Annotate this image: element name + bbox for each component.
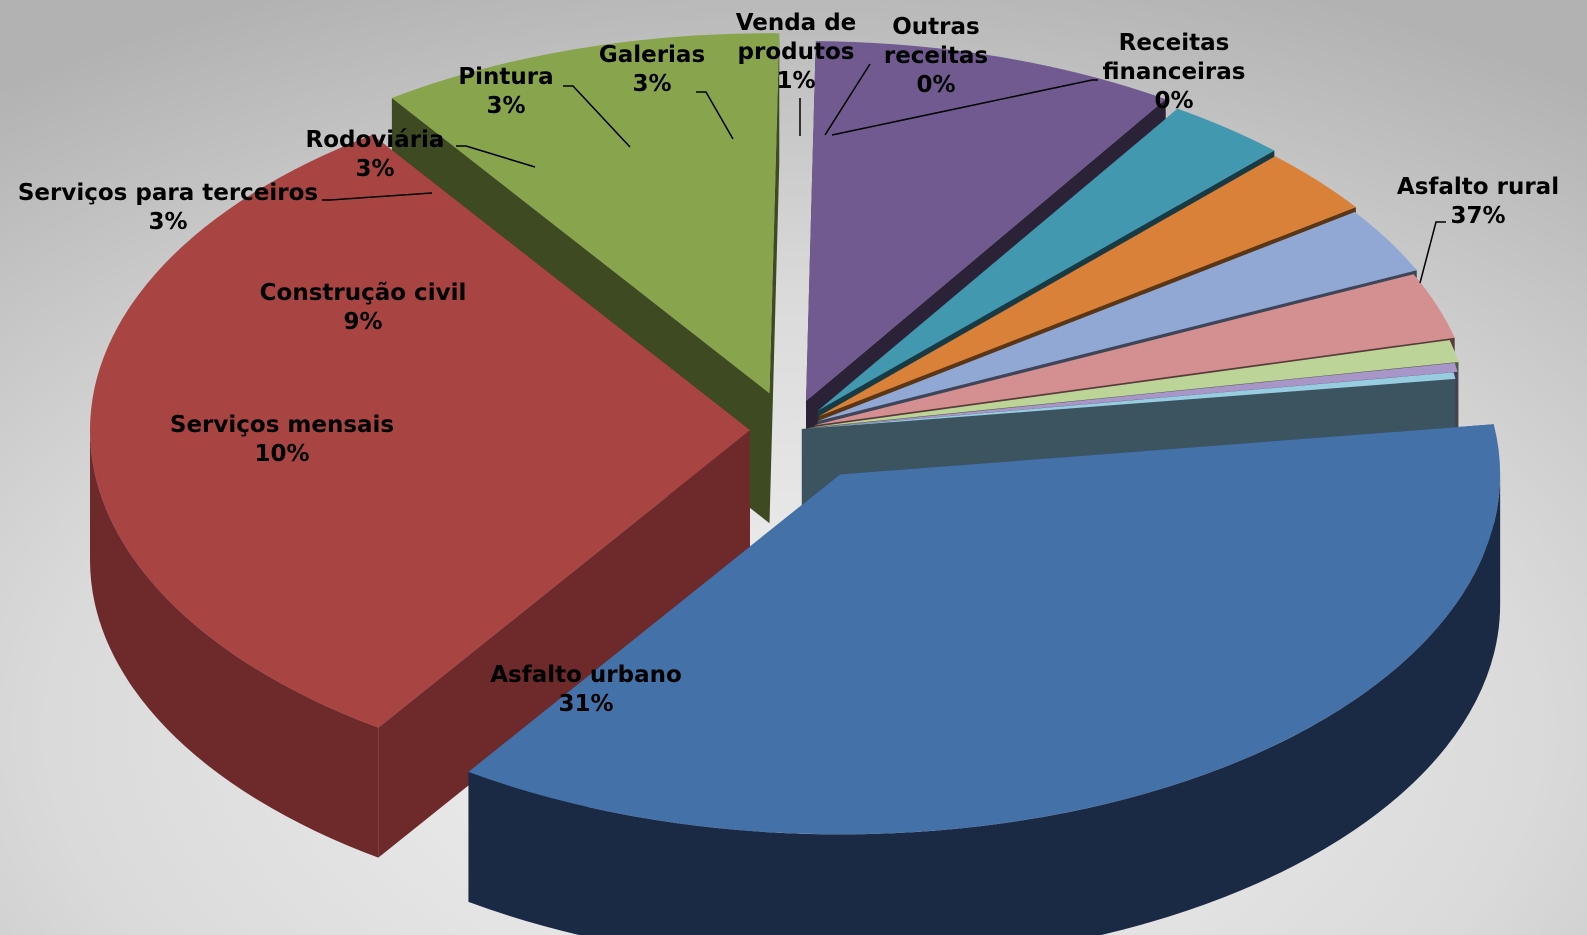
- slice-top-10: [805, 362, 1458, 429]
- data-label-percent: 0%: [916, 72, 955, 98]
- slice-top-6: [818, 156, 1356, 417]
- data-label-name: financeiras: [1103, 59, 1246, 85]
- data-label-11: Receitas financeiras 0%: [1103, 30, 1246, 114]
- leader-line-10: [824, 63, 871, 136]
- data-label-name: Receitas: [1119, 30, 1230, 56]
- data-label-name: Serviços mensais: [170, 412, 394, 438]
- leader-line-6: [456, 145, 536, 168]
- data-label-name: Galerias: [599, 42, 705, 68]
- data-label-percent: 10%: [254, 441, 309, 467]
- slice-2: [90, 134, 751, 858]
- data-label-6: Rodoviária 3%: [306, 127, 445, 182]
- data-label-3: Serviços mensais 10%: [170, 412, 394, 467]
- data-label-name: Asfalto rural: [1397, 174, 1559, 200]
- slice-top-4: [806, 41, 1166, 402]
- slice-top-11: [801, 372, 1456, 430]
- data-label-name: produtos: [738, 39, 855, 65]
- data-label-8: Galerias 3%: [599, 42, 705, 97]
- slice-top-3: [391, 33, 780, 394]
- data-label-10: Outras receitas 0%: [884, 14, 988, 98]
- slice-rim-1: [468, 474, 1501, 935]
- data-label-7: Pintura 3%: [458, 64, 553, 119]
- leader-line-7: [563, 85, 631, 148]
- data-label-name: receitas: [884, 43, 988, 69]
- leader-line-5: [322, 192, 433, 201]
- data-label-name: Construção civil: [260, 280, 467, 306]
- slice-top-5: [817, 108, 1275, 411]
- slice-top-2: [90, 134, 751, 728]
- data-label-name: Rodoviária: [306, 127, 445, 153]
- leader-line-11: [831, 79, 1098, 136]
- leader-line-8: [696, 91, 734, 140]
- slice-1: [468, 424, 1501, 935]
- data-label-percent: 37%: [1450, 203, 1505, 229]
- data-label-2: Asfalto urbano 31%: [490, 662, 682, 717]
- data-label-name: Outras: [892, 14, 979, 40]
- slice-rim-2: [90, 430, 379, 858]
- data-label-percent: 3%: [148, 209, 187, 235]
- slice-top-9: [809, 340, 1459, 428]
- slice-tops: [90, 33, 1501, 935]
- data-label-1: Asfalto rural 37%: [1397, 174, 1559, 229]
- slice-wall-2-1: [378, 430, 751, 858]
- slice-labels: Asfalto rural 37% Asfalto urbano 31% Serviço…: [18, 10, 1559, 717]
- leader-line-1: [1419, 221, 1446, 284]
- slice-top-1: [468, 424, 1501, 835]
- data-label-percent: 9%: [343, 309, 382, 335]
- slice-top-7: [817, 211, 1417, 422]
- data-label-name: Asfalto urbano: [490, 662, 682, 688]
- slice-wall-3-2: [769, 33, 780, 524]
- data-label-name: Pintura: [458, 64, 553, 90]
- data-label-name: Venda de: [736, 10, 857, 36]
- data-label-9: Venda de produtos 1%: [736, 10, 857, 94]
- slice-top-8: [814, 274, 1455, 426]
- data-label-5: Serviços para terceiros 3%: [18, 180, 318, 235]
- leader-lines: [322, 63, 1446, 284]
- data-label-percent: 3%: [355, 156, 394, 182]
- data-label-percent: 1%: [776, 68, 815, 94]
- data-label-percent: 3%: [486, 93, 525, 119]
- data-label-percent: 31%: [558, 691, 613, 717]
- data-label-name: Serviços para terceiros: [18, 180, 318, 206]
- data-label-percent: 0%: [1154, 88, 1193, 114]
- data-label-percent: 3%: [632, 71, 671, 97]
- data-label-4: Construção civil 9%: [260, 280, 467, 335]
